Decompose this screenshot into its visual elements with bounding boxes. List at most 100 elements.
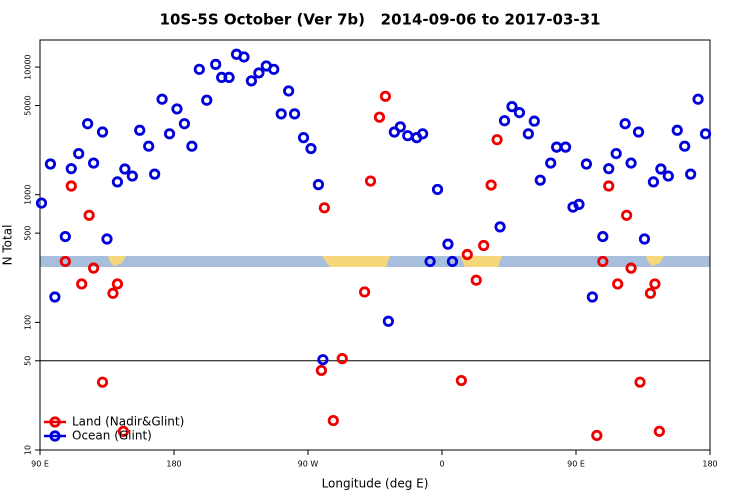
point <box>73 147 85 160</box>
point <box>478 239 490 252</box>
point <box>382 315 394 327</box>
x-tick-label: 90 E <box>31 460 49 469</box>
point <box>96 376 109 388</box>
point <box>364 175 377 187</box>
point <box>111 278 124 290</box>
chart-title: 10S-5S October (Ver 7b) 2014-09-06 to 20… <box>160 11 601 29</box>
point <box>96 126 109 138</box>
point <box>327 414 339 427</box>
point <box>88 262 100 274</box>
point <box>442 238 454 250</box>
point <box>522 128 534 140</box>
point <box>305 142 317 155</box>
y-tick-label: 100 <box>24 315 33 330</box>
y-tick-label: 500 <box>24 226 33 241</box>
point <box>638 233 651 245</box>
point <box>186 140 198 152</box>
point <box>315 364 327 377</box>
point <box>506 101 518 113</box>
legend-label: Ocean (Glint) <box>72 429 152 443</box>
point <box>446 255 459 268</box>
point <box>679 140 691 152</box>
point <box>528 115 540 127</box>
x-tick-label: 90 E <box>567 460 585 469</box>
point <box>318 202 330 214</box>
point <box>76 278 88 290</box>
point <box>210 58 222 70</box>
point <box>610 147 622 160</box>
point <box>149 168 161 180</box>
point <box>498 115 511 127</box>
point <box>655 163 667 175</box>
land-strip <box>322 256 390 267</box>
point <box>455 374 467 387</box>
point <box>644 287 657 299</box>
point <box>238 51 250 63</box>
point <box>586 291 598 303</box>
point <box>591 429 603 442</box>
point <box>275 108 287 120</box>
y-tick-label: 5000 <box>24 95 33 115</box>
point <box>597 230 609 243</box>
point <box>573 198 585 210</box>
point <box>59 255 71 268</box>
point <box>163 128 176 140</box>
land-strip <box>646 256 664 266</box>
point <box>424 255 436 268</box>
legend-marker <box>49 416 61 428</box>
point <box>134 124 146 136</box>
y-axis-label: N Total <box>1 225 15 266</box>
point <box>312 179 325 191</box>
point <box>373 111 386 123</box>
point <box>417 128 429 140</box>
point <box>647 176 660 188</box>
y-tick-label: 10000 <box>24 54 33 79</box>
point <box>201 94 213 106</box>
point <box>126 170 138 182</box>
point <box>431 183 444 196</box>
point <box>117 425 129 437</box>
x-tick-label: 180 <box>702 460 717 469</box>
point <box>649 278 661 290</box>
legend-label: Land (Nadir&Glint) <box>72 415 184 429</box>
point <box>358 286 371 298</box>
point <box>699 128 712 140</box>
point <box>461 248 473 261</box>
point <box>193 63 205 75</box>
point <box>111 176 124 188</box>
point <box>245 75 258 87</box>
point <box>625 262 637 274</box>
point <box>470 274 482 286</box>
point <box>268 63 280 75</box>
point <box>491 134 503 146</box>
point <box>662 170 674 182</box>
point <box>35 197 48 209</box>
point <box>88 157 100 169</box>
point <box>59 230 71 243</box>
legend-marker <box>49 430 61 442</box>
point <box>65 163 77 175</box>
point <box>317 354 329 366</box>
point <box>283 85 295 97</box>
point <box>178 118 191 130</box>
point <box>603 163 615 175</box>
point <box>288 108 301 120</box>
point <box>685 168 697 180</box>
point <box>559 141 572 153</box>
x-tick-label: 0 <box>439 460 444 469</box>
point <box>597 255 609 268</box>
point <box>223 71 235 84</box>
x-tick-label: 180 <box>166 460 181 469</box>
point <box>297 132 310 144</box>
point <box>485 179 497 191</box>
point <box>44 158 57 170</box>
point <box>143 140 155 152</box>
point <box>513 106 526 119</box>
point <box>580 158 593 170</box>
point <box>612 278 624 290</box>
point <box>394 121 406 133</box>
point <box>156 93 168 105</box>
x-axis-label: Longitude (deg E) <box>322 477 429 491</box>
x-tick-label: 90 W <box>298 460 319 469</box>
